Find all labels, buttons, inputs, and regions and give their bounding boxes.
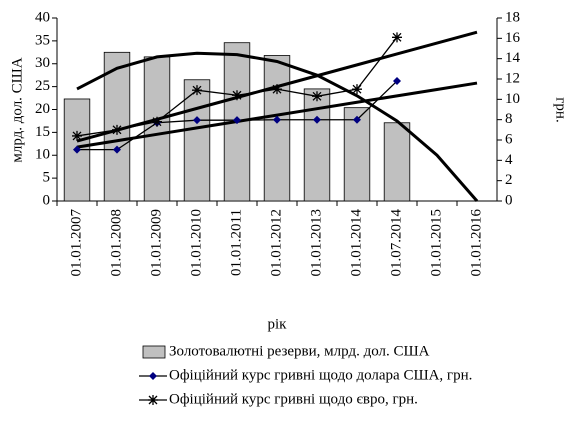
y-tick-label: 5 bbox=[43, 170, 51, 186]
y2-tick-label: 14 bbox=[505, 50, 521, 66]
y-tick-label: 25 bbox=[35, 78, 50, 94]
y-tick-label: 40 bbox=[35, 9, 50, 25]
marker bbox=[353, 115, 361, 124]
y-axis-label: млрд. дол. США bbox=[9, 57, 25, 162]
legend-marker bbox=[148, 395, 158, 405]
marker bbox=[313, 115, 321, 124]
marker bbox=[232, 90, 242, 101]
x-tick-label: 01.07.2014 bbox=[388, 209, 404, 277]
legend-label: Офіційний курс гривні щодо долара США, г… bbox=[169, 367, 472, 383]
marker bbox=[152, 116, 162, 127]
y-tick-label: 35 bbox=[35, 32, 50, 48]
legend-swatch bbox=[142, 345, 166, 359]
marker bbox=[233, 116, 241, 125]
x-tick-label: 01.01.2012 bbox=[268, 209, 284, 277]
marker bbox=[392, 32, 402, 43]
marker bbox=[352, 84, 362, 95]
x-tick-label: 01.01.2011 bbox=[228, 209, 244, 276]
y2-tick-label: 2 bbox=[505, 172, 513, 188]
y2-tick-label: 8 bbox=[505, 111, 513, 127]
x-tick-label: 01.01.2016 bbox=[468, 209, 484, 277]
y2-tick-label: 18 bbox=[505, 9, 520, 25]
y-tick-label: 15 bbox=[35, 124, 50, 140]
x-tick-label: 01.01.2013 bbox=[308, 209, 324, 277]
y2-tick-label: 4 bbox=[505, 152, 513, 168]
bar bbox=[263, 55, 291, 202]
legend-marker bbox=[149, 372, 157, 380]
y2-axis-label: грн. bbox=[553, 97, 569, 122]
marker bbox=[192, 85, 202, 96]
y-tick-label: 10 bbox=[35, 147, 50, 163]
y-tick-label: 20 bbox=[35, 101, 50, 117]
marker bbox=[73, 145, 81, 154]
x-tick-label: 01.01.2007 bbox=[68, 209, 84, 277]
x-tick-label: 01.01.2010 bbox=[188, 209, 204, 277]
marker bbox=[112, 124, 122, 135]
legend-label: Офіційний курс гривні щодо євро, грн. bbox=[169, 391, 418, 407]
y2-tick-label: 0 bbox=[505, 192, 513, 208]
marker bbox=[193, 116, 201, 125]
y2-tick-label: 6 bbox=[505, 131, 513, 147]
marker bbox=[72, 130, 82, 141]
y-tick-label: 30 bbox=[35, 55, 50, 71]
trendline bbox=[76, 51, 479, 202]
marker bbox=[113, 145, 121, 154]
bar bbox=[303, 88, 331, 202]
x-tick-label: 01.01.2015 bbox=[428, 209, 444, 277]
y2-tick-label: 16 bbox=[505, 30, 521, 46]
bar bbox=[183, 79, 211, 202]
x-tick-label: 01.01.2008 bbox=[108, 209, 124, 277]
trendline bbox=[76, 81, 478, 149]
y2-tick-label: 12 bbox=[505, 70, 520, 86]
bar bbox=[383, 122, 411, 202]
x-tick-label: 01.01.2014 bbox=[348, 209, 364, 277]
marker bbox=[393, 77, 401, 86]
x-axis-label: рік bbox=[268, 316, 288, 332]
x-tick-label: 01.01.2009 bbox=[148, 209, 164, 277]
marker bbox=[273, 115, 281, 124]
marker bbox=[312, 91, 322, 102]
marker bbox=[272, 84, 282, 95]
y2-tick-label: 10 bbox=[505, 91, 520, 107]
y-tick-label: 0 bbox=[43, 192, 51, 208]
legend-label: Золотовалютні резерви, млрд. дол. США bbox=[169, 343, 430, 359]
